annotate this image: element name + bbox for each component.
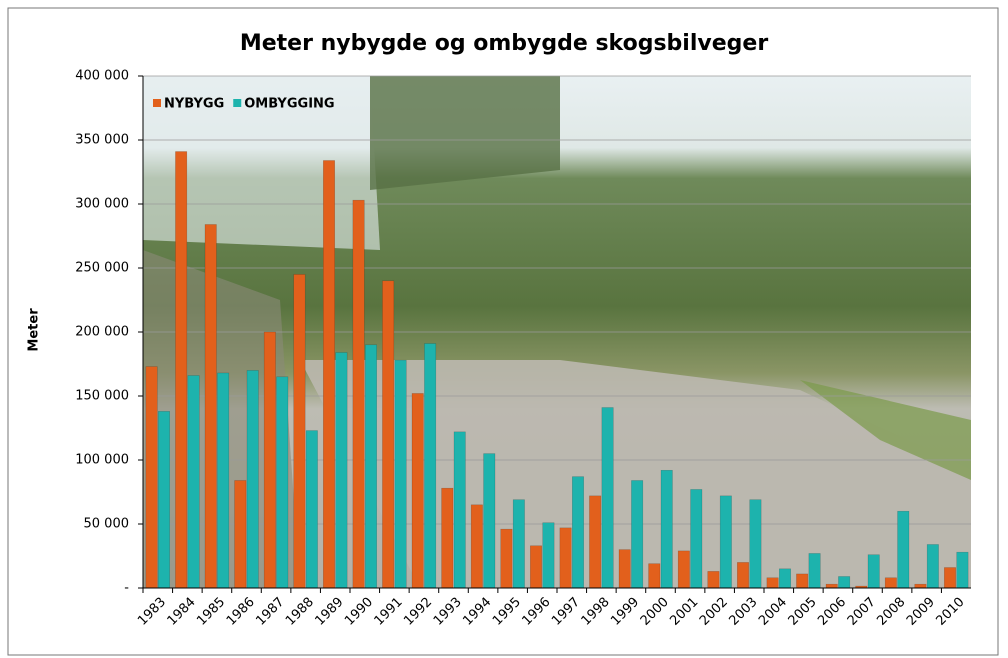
- bar: [542, 522, 555, 589]
- bar: [589, 495, 602, 589]
- bar: [559, 527, 572, 589]
- bar: [263, 331, 276, 589]
- bar: [453, 431, 466, 589]
- bar: [483, 453, 496, 589]
- bar: [956, 551, 969, 589]
- bar: [648, 563, 661, 589]
- bar: [838, 576, 851, 589]
- bar: [217, 372, 230, 589]
- bar: [677, 550, 690, 589]
- bar: [352, 199, 365, 589]
- y-tick-label: -: [124, 581, 129, 596]
- bar: [158, 411, 170, 589]
- bar: [470, 504, 483, 589]
- bar: [305, 430, 318, 589]
- bar: [530, 545, 542, 589]
- bar: [737, 562, 749, 589]
- y-tick-label: 350 000: [75, 133, 129, 148]
- y-tick-label: 200 000: [75, 325, 129, 340]
- bar: [660, 469, 673, 589]
- bar: [572, 476, 584, 589]
- bar: [424, 343, 437, 589]
- bar: [145, 366, 158, 589]
- bar: [749, 499, 762, 589]
- bar: [365, 344, 377, 589]
- bar: [394, 359, 407, 589]
- bar: [825, 583, 838, 589]
- legend-label: OMBYGGING: [244, 97, 334, 112]
- bar: [500, 528, 513, 589]
- bar: [897, 510, 910, 589]
- bar: [796, 573, 809, 589]
- bar: [323, 160, 335, 589]
- bar: [719, 495, 732, 589]
- y-tick-label: 300 000: [75, 197, 129, 212]
- bar: [175, 151, 188, 589]
- bar: [631, 480, 644, 589]
- y-tick-label: 250 000: [75, 261, 129, 276]
- y-axis-label: Meter: [27, 308, 42, 352]
- bar: [411, 393, 424, 589]
- bar: [276, 376, 289, 589]
- bar: [779, 568, 791, 589]
- bar: [335, 352, 348, 589]
- bar: [690, 489, 703, 589]
- bar: [766, 577, 779, 589]
- bar: [512, 499, 525, 589]
- bar: [293, 274, 306, 589]
- bar: [926, 544, 939, 589]
- legend-label: NYBYGG: [164, 97, 224, 112]
- y-tick-label: 150 000: [75, 389, 129, 404]
- bar: [234, 480, 247, 589]
- bar: [808, 553, 821, 589]
- bar: [914, 583, 927, 589]
- bar: [246, 370, 259, 589]
- legend-swatch: [233, 99, 242, 107]
- bar: [944, 567, 956, 589]
- chart-title: Meter nybygde og ombygde skogsbilveger: [240, 31, 769, 56]
- bar: [441, 487, 454, 589]
- legend-swatch: [153, 99, 161, 107]
- y-tick-label: 100 000: [75, 453, 129, 468]
- bar: [601, 407, 614, 589]
- bar: [867, 554, 880, 589]
- bar: [187, 375, 200, 589]
- bar: [707, 571, 720, 589]
- y-tick-label: 50 000: [84, 517, 130, 532]
- bar: [618, 549, 631, 589]
- bar: [204, 224, 217, 589]
- bar: [382, 280, 395, 589]
- y-tick-label: 400 000: [75, 69, 129, 84]
- bar: [884, 577, 897, 589]
